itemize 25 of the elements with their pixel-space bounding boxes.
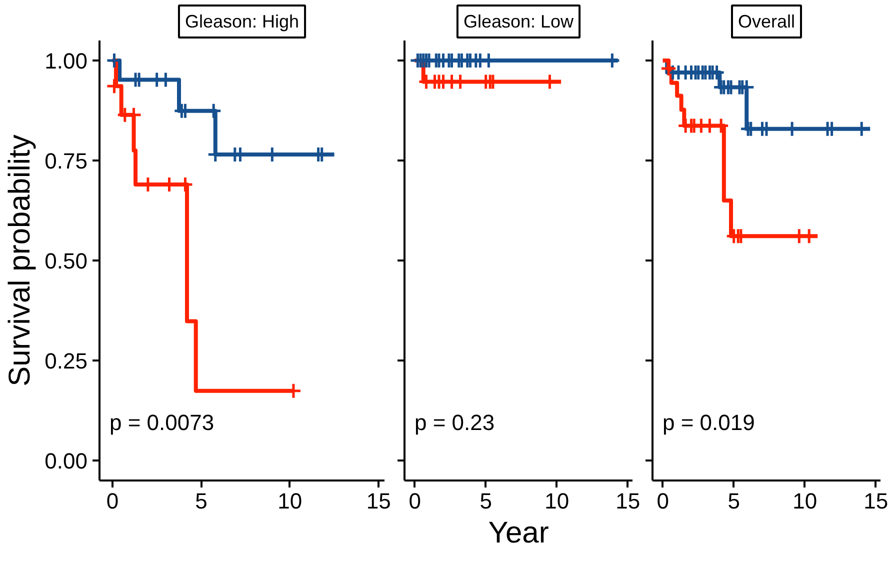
x-tick-label: 0 — [656, 488, 669, 514]
x-tick-label: 10 — [792, 488, 818, 514]
y-tick-label: 0.75 — [44, 148, 88, 174]
annotation: p = 0.019 — [662, 410, 755, 435]
annotation: p = 0.23 — [414, 410, 495, 435]
y-tick-label: 0.00 — [44, 448, 88, 474]
y-tick-label: 1.00 — [44, 48, 88, 74]
y-tick-label: 0.50 — [44, 248, 88, 274]
annotation: p = 0.0073 — [110, 410, 214, 435]
x-tick-label: 15 — [864, 488, 888, 514]
x-tick-label: 5 — [195, 488, 208, 514]
y-tick-label: 0.25 — [44, 348, 88, 374]
chart-title: Overall — [738, 12, 796, 32]
x-tick-label: 0 — [106, 488, 119, 514]
x-axis-title: Year — [488, 516, 549, 550]
x-tick-label: 15 — [616, 488, 640, 514]
x-tick-label: 5 — [728, 488, 740, 514]
x-tick-label: 5 — [480, 488, 492, 514]
x-tick-label: 10 — [544, 488, 570, 514]
x-tick-label: 0 — [408, 488, 421, 514]
x-tick-label: 15 — [366, 488, 391, 514]
chart-title: Gleason: Low — [463, 12, 575, 32]
y-axis-title: Survival probability — [4, 134, 37, 386]
x-tick-label: 10 — [278, 488, 302, 514]
chart-title: Gleason: High — [184, 12, 300, 32]
